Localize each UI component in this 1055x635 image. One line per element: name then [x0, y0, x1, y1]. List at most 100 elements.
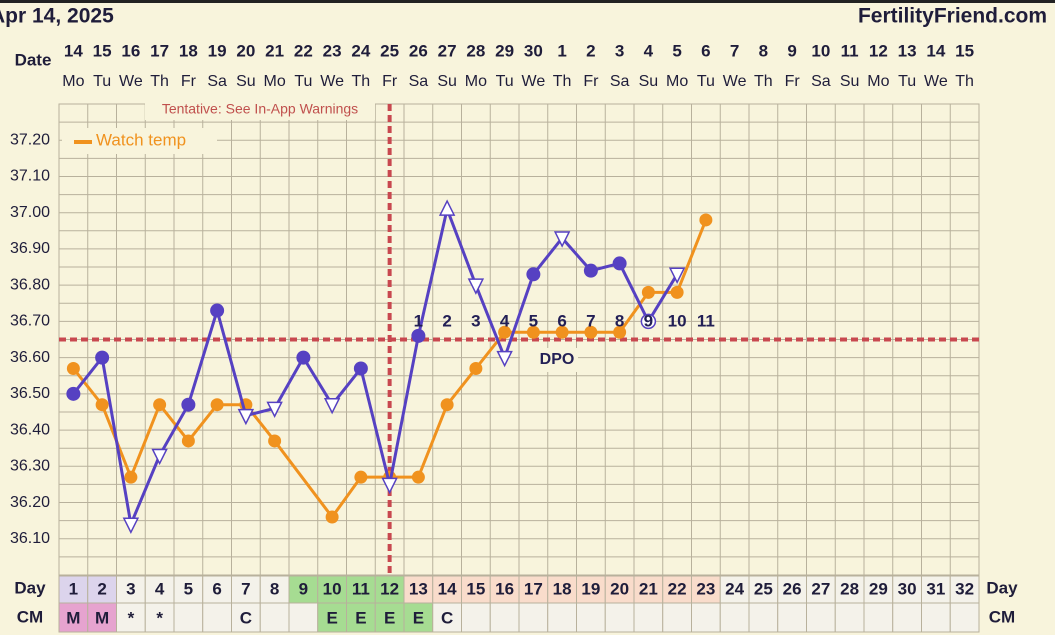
day-number: 20: [610, 579, 629, 598]
cm-cell: [892, 602, 922, 633]
temp-point: [467, 278, 485, 295]
weekday-label: Tu: [898, 73, 916, 90]
day-number: 6: [212, 579, 221, 598]
day-number: 19: [581, 579, 600, 598]
date-label: 25: [380, 41, 399, 60]
cm-value: E: [326, 608, 337, 627]
cm-cell: [719, 602, 750, 633]
day-number: 15: [466, 579, 485, 598]
day-cell: [547, 575, 577, 604]
cm-label-right: CM: [989, 607, 1015, 626]
cm-cell: [691, 602, 721, 633]
weekday-label: Mo: [666, 73, 688, 90]
top-bar: [0, 0, 1055, 3]
temp-point: [323, 397, 341, 415]
cm-cell: [288, 602, 319, 633]
dpo-number: 3: [471, 311, 480, 330]
cm-cell: [116, 602, 146, 633]
temp-point: [237, 408, 255, 426]
day-number: 9: [299, 579, 308, 598]
temp-line: [72, 203, 679, 530]
temp-point: [266, 401, 283, 419]
weekday-label: Th: [955, 73, 974, 90]
y-tick-label: 36.30: [10, 458, 50, 475]
temp-point: [66, 386, 81, 401]
cm-value: E: [355, 608, 366, 627]
day-number: 5: [184, 579, 193, 598]
cm-cell: [173, 602, 204, 633]
date-label: 22: [294, 41, 313, 60]
temp-point: [122, 517, 140, 534]
watch-temp-point: [613, 325, 627, 339]
watch-temp-point: [440, 398, 454, 412]
cm-label: CM: [17, 607, 43, 626]
temp-point: [668, 267, 686, 284]
date-label: 6: [701, 41, 710, 60]
day-cell: [317, 575, 347, 604]
day-cell: [662, 575, 692, 604]
watch-temp-line: [72, 219, 708, 520]
watch-temp-point: [354, 470, 368, 484]
watch-temp-point: [498, 325, 512, 339]
dpo-number: 1: [414, 311, 423, 330]
dpo-number: 7: [586, 311, 595, 330]
weekday-label: We: [723, 73, 747, 90]
date-label: 15: [93, 41, 112, 60]
day-number: 28: [840, 579, 859, 598]
date-label: 14: [64, 41, 83, 60]
weekday-label: Mo: [867, 73, 889, 90]
day-number: 29: [869, 579, 888, 598]
dpo-number: 11: [697, 311, 715, 330]
cm-cell: [576, 602, 606, 633]
cm-value: E: [384, 608, 395, 627]
day-number: 26: [783, 579, 802, 598]
day-cell: [921, 575, 951, 604]
cm-cell: [58, 602, 89, 633]
cm-cell: [374, 602, 405, 633]
cm-cell: [863, 602, 894, 633]
weekday-label: Th: [754, 73, 773, 90]
day-cell: [518, 575, 549, 604]
watch-temp-point: [210, 398, 224, 412]
cm-cell: [547, 602, 577, 633]
watch-temp-point: [325, 510, 339, 524]
temp-point: [181, 397, 196, 412]
cm-cell: [949, 602, 980, 633]
day-cell: [863, 575, 894, 604]
day-number: 12: [380, 579, 399, 598]
cm-cell: [604, 602, 635, 633]
day-number: 30: [898, 579, 917, 598]
day-number: 16: [495, 579, 514, 598]
weekday-label: Th: [150, 73, 169, 90]
watch-temp-point: [584, 325, 598, 339]
cm-value: *: [128, 608, 135, 627]
cm-cell: [633, 602, 664, 633]
day-number: 13: [409, 579, 428, 598]
temp-point: [296, 350, 311, 365]
temp-point: [640, 313, 657, 330]
temp-point: [583, 263, 598, 278]
dpo-number: 2: [442, 311, 451, 330]
temp-point: [411, 328, 426, 343]
day-label: Day: [14, 578, 46, 597]
cm-value: M: [95, 608, 109, 627]
cm-value: C: [240, 608, 252, 627]
dpo-number: 5: [529, 311, 538, 330]
day-number: 23: [696, 579, 715, 598]
weekday-label: Th: [553, 73, 572, 90]
cm-cell: [834, 602, 865, 633]
weekday-label: Mo: [465, 73, 487, 90]
date-label: 29: [495, 41, 514, 60]
date-label: 11: [841, 41, 859, 60]
cm-cell: [921, 602, 951, 633]
watch-temp-point: [555, 325, 569, 339]
watch-temp-point: [641, 285, 655, 299]
weekday-label: Tu: [697, 73, 715, 90]
date-label: 23: [323, 41, 342, 60]
day-cell: [806, 575, 836, 604]
y-tick-label: 36.60: [10, 349, 50, 366]
date-label: 30: [524, 41, 543, 60]
weekday-label: Fr: [382, 73, 398, 90]
